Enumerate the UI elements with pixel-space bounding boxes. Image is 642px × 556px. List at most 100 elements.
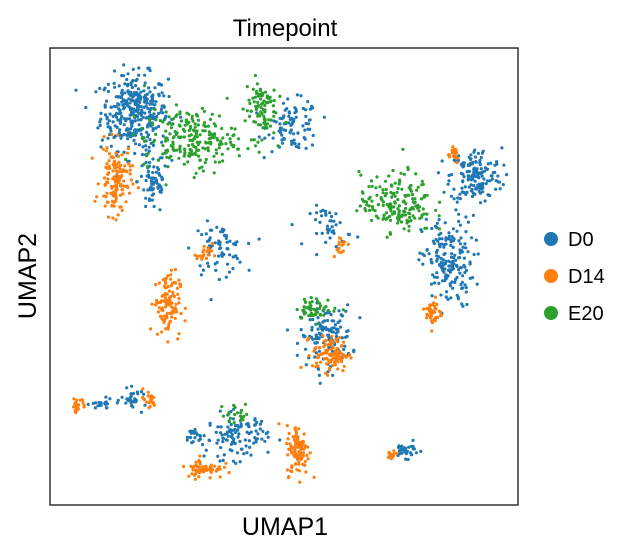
data-point-d14 [296,457,300,461]
data-point-d14 [118,205,122,209]
data-point-d0 [449,194,453,198]
data-point-d0 [154,100,158,104]
data-point-d0 [328,236,332,240]
data-point-d0 [465,302,469,307]
data-point-d14 [437,309,442,313]
data-point-d14 [171,293,175,297]
data-point-d14 [129,178,133,182]
data-point-d0 [253,418,257,422]
data-point-e20 [399,171,403,175]
data-point-d0 [120,115,124,119]
data-point-d0 [474,238,478,242]
data-point-d0 [145,174,149,178]
data-point-d0 [161,134,165,138]
data-point-e20 [219,139,223,143]
data-point-d0 [137,123,141,127]
data-point-d0 [257,135,261,139]
data-point-d14 [128,172,132,176]
data-point-e20 [197,166,202,170]
data-point-d14 [197,475,201,479]
data-point-d0 [436,239,440,243]
data-point-d0 [450,173,454,177]
data-point-d0 [346,232,350,236]
data-point-d0 [301,124,305,128]
data-point-d0 [451,227,455,231]
data-point-d0 [135,180,139,184]
data-point-d0 [157,82,161,86]
data-point-d0 [485,167,490,171]
data-point-e20 [187,128,191,133]
data-point-e20 [210,112,214,116]
data-point-d0 [231,255,235,259]
data-point-d0 [119,96,123,100]
data-point-e20 [249,109,253,113]
data-point-e20 [391,168,395,173]
data-point-d0 [471,177,475,181]
data-point-e20 [302,305,306,309]
data-point-d0 [98,120,102,124]
data-point-d14 [105,200,109,204]
data-point-d14 [286,453,290,457]
data-point-d0 [486,179,490,183]
data-point-d14 [210,249,214,253]
data-point-d0 [450,252,454,256]
data-point-d0 [450,264,455,269]
data-point-e20 [220,405,224,409]
data-point-d0 [462,256,466,260]
data-point-d0 [343,344,347,348]
data-point-e20 [384,179,388,183]
data-point-d0 [352,350,356,354]
data-point-d14 [339,237,343,241]
data-point-d0 [240,447,244,451]
data-point-d0 [314,218,318,222]
data-point-d0 [334,245,338,249]
data-point-d0 [133,119,137,123]
data-point-d14 [126,161,131,166]
data-point-d14 [141,387,145,391]
data-point-d14 [168,296,172,300]
data-point-d14 [202,466,207,470]
data-point-d0 [258,422,262,426]
data-point-d0 [112,104,116,108]
data-point-d0 [447,259,451,263]
data-point-d0 [206,239,210,243]
legend-marker-e20 [544,306,558,320]
data-point-e20 [317,307,322,311]
data-point-d14 [322,345,326,349]
data-point-d0 [467,185,471,189]
data-point-d0 [218,240,222,245]
data-point-e20 [232,403,236,407]
data-point-e20 [183,147,187,151]
data-point-d0 [409,451,413,455]
data-point-e20 [140,126,144,131]
data-point-d14 [297,462,301,466]
data-point-d0 [125,99,129,103]
data-point-d14 [74,401,78,405]
data-point-d0 [106,136,110,140]
data-point-d0 [337,309,341,313]
data-point-e20 [201,146,205,150]
data-point-d0 [254,438,258,442]
data-point-d0 [150,115,154,119]
data-point-d0 [468,262,472,266]
data-point-e20 [284,120,288,125]
data-point-e20 [393,211,397,215]
data-point-d0 [326,318,330,323]
data-point-d14 [107,159,111,163]
data-point-d0 [463,265,467,269]
data-point-e20 [207,141,211,145]
data-point-d0 [130,384,134,388]
data-point-d0 [458,192,462,196]
data-point-d14 [173,267,178,272]
data-point-d0 [280,138,284,142]
data-point-d0 [443,279,447,283]
data-point-d14 [277,422,281,426]
data-point-d0 [104,402,108,406]
data-point-d0 [442,267,447,271]
data-point-d0 [448,284,452,288]
data-point-d14 [128,168,132,172]
data-point-d0 [98,86,102,90]
data-point-e20 [142,162,146,166]
data-point-e20 [388,232,393,236]
data-point-e20 [260,138,264,142]
